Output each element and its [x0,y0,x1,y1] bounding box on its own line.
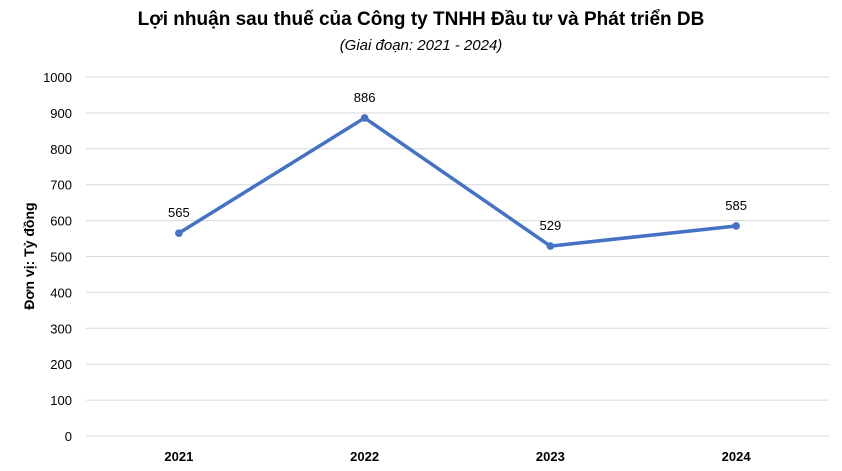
data-label: 529 [540,218,562,233]
x-tick-label: 2022 [350,449,379,464]
y-tick-label: 300 [50,321,72,336]
y-tick-label: 700 [50,178,72,193]
y-tick-label: 1000 [43,70,72,85]
data-point [175,229,183,237]
chart-subtitle: (Giai đoạn: 2021 - 2024) [339,37,503,54]
y-tick-label: 500 [50,250,72,265]
x-tick-label: 2021 [164,449,193,464]
data-point [546,242,555,250]
y-tick-label: 0 [65,429,72,444]
y-tick-label: 400 [50,285,72,300]
data-label: 565 [168,205,190,220]
data-label: 585 [725,198,747,213]
y-tick-label: 800 [50,142,72,157]
chart-title: Lợi nhuận sau thuế của Công ty TNHH Đầu … [137,9,705,30]
x-tick-label: 2023 [536,449,565,464]
data-label: 886 [354,90,376,105]
y-tick-label: 900 [50,106,72,121]
data-point [360,114,369,122]
y-tick-label: 600 [50,214,72,229]
x-tick-label: 2024 [722,449,752,464]
y-tick-label: 200 [50,357,72,372]
series-line [177,116,737,248]
y-tick-label: 100 [50,393,72,408]
data-point [732,222,740,230]
